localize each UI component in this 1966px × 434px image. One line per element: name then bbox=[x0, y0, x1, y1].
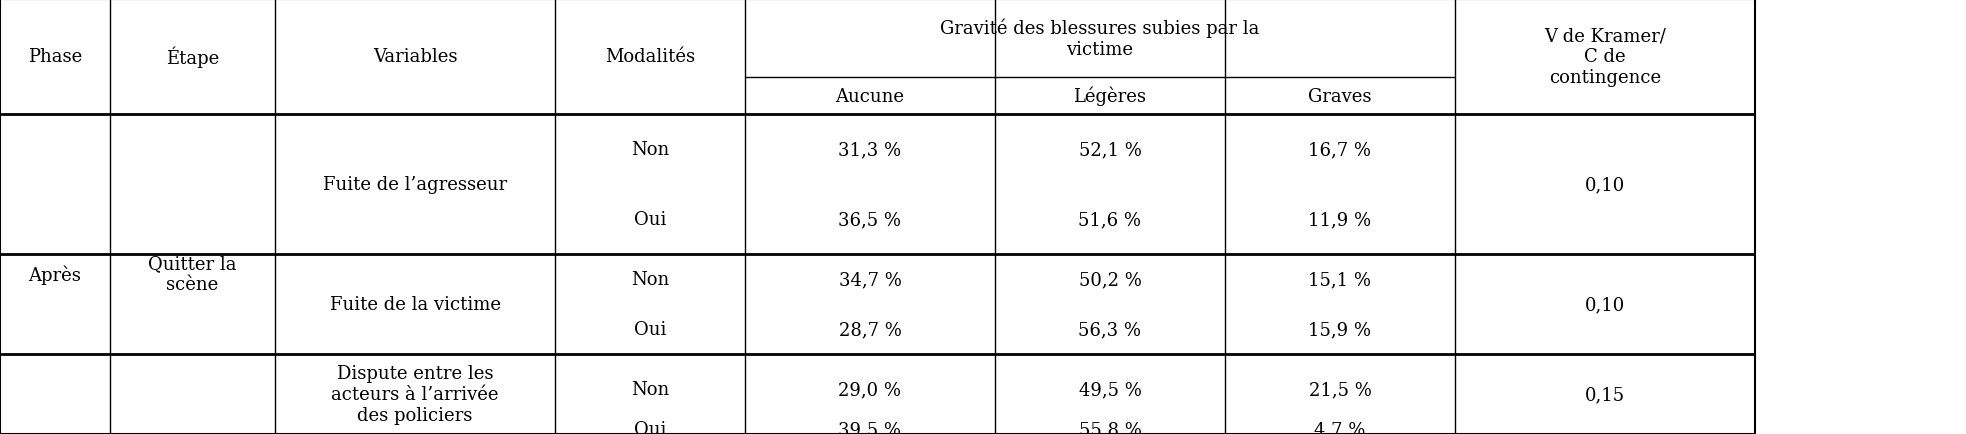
Text: 0,10: 0,10 bbox=[1585, 176, 1626, 194]
Text: Graves: Graves bbox=[1307, 87, 1372, 105]
Text: 28,7 %: 28,7 % bbox=[839, 320, 902, 338]
Text: Non: Non bbox=[631, 270, 668, 288]
Text: 56,3 %: 56,3 % bbox=[1079, 320, 1142, 338]
Text: 15,9 %: 15,9 % bbox=[1309, 320, 1372, 338]
Text: V de Kramer/
C de
contingence: V de Kramer/ C de contingence bbox=[1543, 28, 1665, 87]
Text: Variables: Variables bbox=[374, 48, 458, 66]
Text: 31,3 %: 31,3 % bbox=[838, 141, 902, 159]
Text: 11,9 %: 11,9 % bbox=[1309, 210, 1372, 228]
Text: 36,5 %: 36,5 % bbox=[839, 210, 902, 228]
Text: 16,7 %: 16,7 % bbox=[1309, 141, 1372, 159]
Text: 29,0 %: 29,0 % bbox=[839, 380, 902, 398]
Text: Aucune: Aucune bbox=[836, 87, 904, 105]
Text: 51,6 %: 51,6 % bbox=[1079, 210, 1142, 228]
Text: 15,1 %: 15,1 % bbox=[1309, 270, 1372, 288]
Text: 4,7 %: 4,7 % bbox=[1315, 420, 1366, 434]
Text: Phase: Phase bbox=[28, 48, 83, 66]
Text: 34,7 %: 34,7 % bbox=[839, 270, 902, 288]
Text: 39,5 %: 39,5 % bbox=[839, 420, 902, 434]
Text: Oui: Oui bbox=[633, 420, 666, 434]
Text: 21,5 %: 21,5 % bbox=[1309, 380, 1372, 398]
Text: Étape: Étape bbox=[165, 46, 218, 68]
Text: Fuite de la victime: Fuite de la victime bbox=[330, 295, 501, 313]
Text: Fuite de l’agresseur: Fuite de l’agresseur bbox=[322, 176, 507, 194]
Text: 0,10: 0,10 bbox=[1585, 295, 1626, 313]
Text: Non: Non bbox=[631, 141, 668, 159]
Text: 49,5 %: 49,5 % bbox=[1079, 380, 1142, 398]
Text: Gravité des blessures subies par la
victime: Gravité des blessures subies par la vict… bbox=[940, 19, 1260, 59]
Text: Après: Après bbox=[29, 265, 81, 284]
Text: Oui: Oui bbox=[633, 210, 666, 228]
Text: Oui: Oui bbox=[633, 320, 666, 338]
Text: 50,2 %: 50,2 % bbox=[1079, 270, 1142, 288]
Text: Modalités: Modalités bbox=[606, 48, 696, 66]
Text: Quitter la
scène: Quitter la scène bbox=[147, 255, 236, 294]
Text: Légères: Légères bbox=[1073, 86, 1146, 106]
Text: Dispute entre les
acteurs à l’arrivée
des policiers: Dispute entre les acteurs à l’arrivée de… bbox=[330, 365, 499, 424]
Text: 55,8 %: 55,8 % bbox=[1079, 420, 1142, 434]
Text: Non: Non bbox=[631, 380, 668, 398]
Text: 52,1 %: 52,1 % bbox=[1079, 141, 1142, 159]
Text: 0,15: 0,15 bbox=[1585, 385, 1626, 403]
